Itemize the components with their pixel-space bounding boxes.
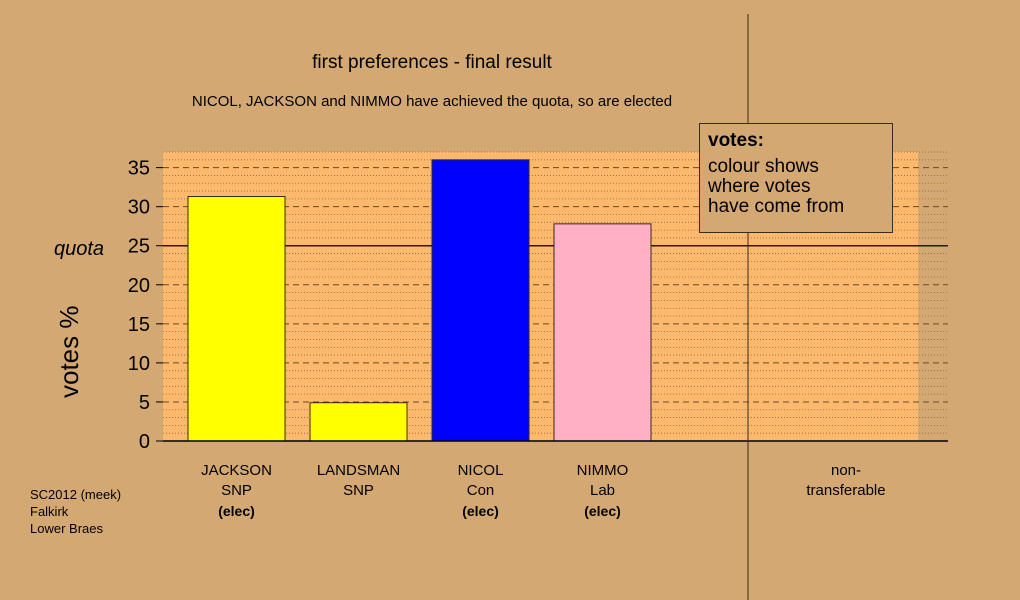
non-transferable-line: transferable xyxy=(806,482,886,499)
y-tick-label: 35 xyxy=(128,158,150,180)
candidate-party: Lab xyxy=(589,482,616,499)
candidate-name: LANDSMAN xyxy=(316,462,401,479)
footer-line: SC2012 (meek) xyxy=(30,487,122,502)
category-label-nimmo: NIMMO Lab (elec) xyxy=(533,461,673,521)
chart-title: first preferences - final result xyxy=(312,52,552,73)
category-label-nicol: NICOL Con (elec) xyxy=(411,461,551,521)
elected-badge: (elec) xyxy=(462,503,499,519)
plot-area-right xyxy=(918,152,948,441)
elected-badge: (elec) xyxy=(584,503,621,519)
candidate-name: JACKSON xyxy=(201,462,272,479)
elected-badge: (elec) xyxy=(218,503,255,519)
y-axis-label: votes % xyxy=(54,305,84,399)
y-tick-label: 10 xyxy=(128,353,150,375)
y-tick-label: 0 xyxy=(139,431,150,453)
y-tick-label: 15 xyxy=(128,314,150,336)
legend-line: colour shows xyxy=(708,156,819,177)
y-tick-label: 30 xyxy=(128,197,150,219)
category-label-landsman: LANDSMAN SNP xyxy=(289,461,429,501)
y-tick-label: 20 xyxy=(128,275,150,297)
bar-nimmo xyxy=(553,223,652,442)
chart-subtitle: NICOL, JACKSON and NIMMO have achieved t… xyxy=(191,93,673,110)
legend-line: where votes xyxy=(708,176,811,197)
footer-source: SC2012 (meek) Falkirk Lower Braes xyxy=(30,486,121,537)
candidate-name: NICOL xyxy=(457,462,504,479)
y-tick-label: 25 xyxy=(128,236,150,258)
candidate-name: NIMMO xyxy=(576,462,629,479)
legend-box: votes: colour shows where votes have com… xyxy=(699,123,893,233)
quota-label: quota xyxy=(54,238,105,260)
bar-landsman xyxy=(309,402,408,442)
footer-line: Falkirk xyxy=(30,504,69,519)
bar-nicol xyxy=(431,159,530,442)
category-label-jackson: JACKSON SNP (elec) xyxy=(167,461,307,521)
bar-jackson xyxy=(187,196,286,442)
legend-title: votes: xyxy=(708,130,764,151)
candidate-party: SNP xyxy=(343,482,374,499)
non-transferable-line: non- xyxy=(830,462,862,479)
footer-line: Lower Braes xyxy=(30,521,103,536)
bars xyxy=(187,159,652,442)
axes: 0 5 10 15 20 25 30 35 xyxy=(128,158,948,453)
candidate-party: Con xyxy=(466,482,495,499)
y-tick-label: 5 xyxy=(139,392,150,414)
legend-line: have come from xyxy=(708,196,845,217)
category-label-non-transferable: non- transferable xyxy=(776,461,916,501)
candidate-party: SNP xyxy=(221,482,252,499)
